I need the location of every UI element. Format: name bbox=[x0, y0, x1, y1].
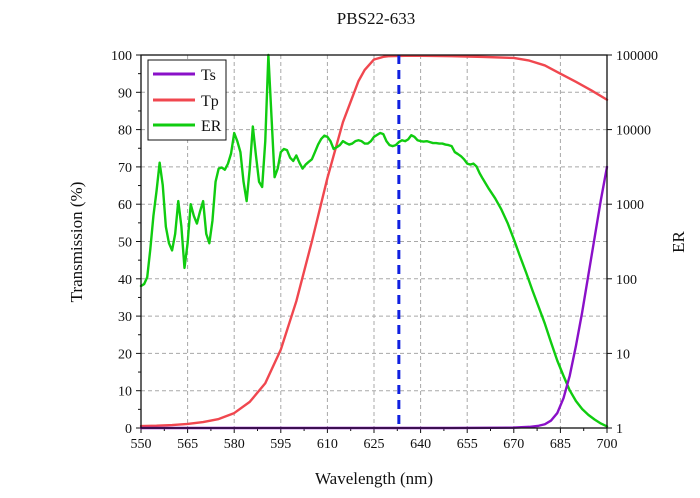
series-line-er bbox=[139, 53, 609, 428]
series-layer bbox=[139, 53, 609, 430]
y-tick-label: 50 bbox=[118, 236, 132, 251]
x-tick-label: 610 bbox=[317, 437, 338, 452]
x-tick-label: 580 bbox=[224, 437, 245, 452]
x-tick-label: 625 bbox=[364, 437, 385, 452]
x-tick-label: 700 bbox=[597, 437, 618, 452]
y-tick-label: 80 bbox=[118, 124, 132, 139]
x-tick-label: 640 bbox=[410, 437, 431, 452]
y-tick-label: 20 bbox=[118, 347, 132, 362]
y2-tick-label: 1 bbox=[616, 422, 623, 437]
x-tick-labels: 550 565 580 595 610 625 640 655 670 685 700 bbox=[131, 437, 618, 452]
x-tick-label: 595 bbox=[270, 437, 291, 452]
y2-tick-label: 100 bbox=[616, 273, 637, 288]
y-tick-label: 40 bbox=[118, 273, 132, 288]
legend-label-er: ER bbox=[201, 118, 222, 135]
x-tick-label: 670 bbox=[503, 437, 524, 452]
series-line-ts bbox=[139, 165, 609, 430]
x-tick-label: 550 bbox=[131, 437, 152, 452]
x-tick-label: 565 bbox=[177, 437, 198, 452]
y2-tick-label: 1000 bbox=[616, 198, 644, 213]
y-tick-label: 60 bbox=[118, 198, 132, 213]
y-tick-label: 90 bbox=[118, 86, 132, 101]
y2-axis-title: ER bbox=[669, 230, 688, 252]
chart-title: PBS22-633 bbox=[337, 9, 415, 28]
series-line-tp bbox=[139, 54, 609, 428]
y2-tick-label: 10000 bbox=[616, 124, 651, 139]
legend: Ts Tp ER bbox=[147, 59, 227, 141]
y-tick-label: 0 bbox=[125, 422, 132, 437]
y2-tick-labels: 1 10 100 1000 10000 100000 bbox=[616, 49, 658, 437]
y-tick-label: 30 bbox=[118, 310, 132, 325]
legend-label-ts: Ts bbox=[201, 67, 216, 84]
y-tick-label: 70 bbox=[118, 161, 132, 176]
plot-frame bbox=[140, 54, 608, 429]
legend-label-tp: Tp bbox=[201, 93, 219, 110]
y2-tick-label: 100000 bbox=[616, 49, 658, 64]
x-axis-title: Wavelength (nm) bbox=[315, 469, 433, 488]
y2-tick-label: 10 bbox=[616, 347, 630, 362]
y-tick-labels: 0 10 20 30 40 50 60 70 80 90 100 bbox=[111, 49, 132, 437]
x-tick-label: 655 bbox=[457, 437, 478, 452]
x-tick-label: 685 bbox=[550, 437, 571, 452]
y-tick-label: 10 bbox=[118, 385, 132, 400]
y-tick-label: 100 bbox=[111, 49, 132, 64]
y-axis-title: Transmission (%) bbox=[67, 182, 86, 303]
